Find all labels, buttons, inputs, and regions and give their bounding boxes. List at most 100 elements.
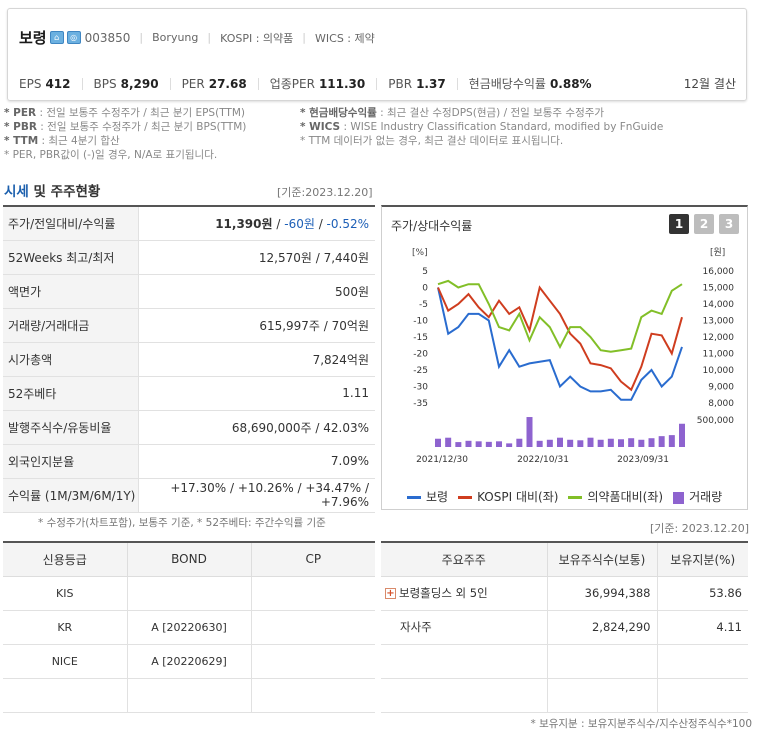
volume-bar <box>567 439 574 447</box>
holders-footnote: * 보유지분 : 보유지분주식수/지수산정주식수*100 <box>530 718 752 730</box>
note-key: * 현금배당수익률 <box>300 107 377 119</box>
price-label: 주가/전일대비/수익률 <box>3 206 139 241</box>
table-row <box>381 678 748 713</box>
note-text: : 최근 결산 수정DPS(현금) / 전일 보통주 수정주가 <box>380 107 605 119</box>
legend-volume[interactable]: 거래량 <box>673 488 722 505</box>
table-row <box>381 644 748 679</box>
metric-dividend-label: 현금배당수익률 <box>468 77 546 91</box>
table-row: 자사주 2,824,290 4.11 <box>381 610 748 645</box>
legend-label: 보령 <box>426 490 449 504</box>
chart-tabs: 1 2 3 <box>669 214 739 234</box>
quote-note: * 수정주가(차트포함), 보통주 기준, * 52주베타: 주간수익률 기준 <box>38 517 326 529</box>
note-key: * TTM <box>4 135 39 147</box>
volume-bar <box>638 439 645 447</box>
left-tick-label: -35 <box>413 399 428 409</box>
row-label: 52주베타 <box>3 376 139 411</box>
table-row: 시가총액 7,824억원 <box>3 342 375 377</box>
row-value: 68,690,000주 / 42.03% <box>138 410 375 445</box>
chart-tab-3[interactable]: 3 <box>719 214 739 234</box>
divider: | <box>302 31 307 44</box>
market-classification: KOSPI : 의약품 <box>220 31 294 45</box>
chart-tab-2[interactable]: 2 <box>694 214 714 234</box>
current-price: 11,390원 <box>215 216 273 231</box>
metric-pbr-value: 1.37 <box>416 76 446 91</box>
holder-name: 보령홀딩스 외 5인 <box>399 586 488 600</box>
volume-bar <box>607 438 614 447</box>
holder-name: 자사주 <box>400 620 432 634</box>
section-title-highlight: 시세 <box>4 184 29 200</box>
right-tick-label: 14,000 <box>703 300 735 310</box>
left-tick-label: -15 <box>413 333 428 343</box>
divider: | <box>139 31 144 44</box>
volume-bar <box>485 441 492 447</box>
holder-pct: 53.86 <box>657 576 748 611</box>
pharma-relative-line <box>437 279 683 353</box>
agency-cell: NICE <box>3 644 128 679</box>
english-name: Boryung <box>152 31 199 44</box>
holder-name-cell: + 보령홀딩스 외 5인 <box>381 576 548 611</box>
divider <box>456 77 458 90</box>
column-header: CP <box>251 542 375 577</box>
legend-kospi[interactable]: KOSPI 대비(좌) <box>458 488 558 505</box>
settlement-month: 12월 결산 <box>683 77 736 91</box>
note-line: * TTM 데이터가 없는 경우, 최근 결산 데이터로 표시됩니다. <box>300 134 663 148</box>
note-line: * TTM : 최근 4분기 합산 <box>4 134 246 148</box>
row-value: 7.09% <box>138 444 375 479</box>
metric-industry-per-value: 111.30 <box>318 76 366 91</box>
return-6m: +34.47% <box>305 481 362 495</box>
row-label: 외국인지분율 <box>3 444 139 479</box>
left-tick-label: -20 <box>413 350 428 360</box>
volume-bar <box>465 440 472 447</box>
row-value: 7,824억원 <box>138 342 375 377</box>
right-tick-label: 9,000 <box>708 383 734 393</box>
major-shareholders-table: 주요주주 보유주식수(보통) 보유지분(%) + 보령홀딩스 외 5인 36,99… <box>381 541 748 713</box>
price-return-chart: [%] [원] 5 16,000 0 15,000 -5 14,000 -10 13,000 -15… <box>412 247 735 465</box>
company-summary-box: 보령 ⌂ ◎ 003850 | Boryung | KOSPI : 의약품 | … <box>7 8 747 101</box>
metric-industry-per-label: 업종PER <box>269 77 315 91</box>
metric-dividend-value: 0.88% <box>549 76 592 91</box>
legend-pharma[interactable]: 의약품대비(좌) <box>568 488 663 505</box>
volume-bar <box>587 437 594 447</box>
wics-classification: WICS : 제약 <box>315 31 375 45</box>
home-icon[interactable]: ⌂ <box>49 31 64 44</box>
left-tick-label: 0 <box>422 284 428 294</box>
volume-bar <box>658 436 665 447</box>
return-1m: +17.30% <box>170 481 227 495</box>
table-row: 52주베타 1.11 <box>3 376 375 411</box>
x-tick-label: 2022/10/31 <box>517 455 569 465</box>
note-line: * PER, PBR값이 (-)일 경우, N/A로 표기됩니다. <box>4 148 246 162</box>
row-value: 1.11 <box>138 376 375 411</box>
holders-asof-date: [기준: 2023.12.20] <box>650 522 750 535</box>
legend-boryung[interactable]: 보령 <box>407 488 448 505</box>
holder-name-cell <box>381 644 548 679</box>
table-row <box>3 678 375 713</box>
right-axis-unit: [원] <box>710 247 725 258</box>
right-tick-label: 16,000 <box>703 267 735 277</box>
expand-plus-icon[interactable]: + <box>385 588 396 599</box>
volume-bar <box>597 439 604 447</box>
volume-bar <box>455 442 462 447</box>
table-row: 주가/전일대비/수익률 11,390원 / -60원 / -0.52% <box>3 206 375 241</box>
report-icon[interactable]: ◎ <box>66 31 81 44</box>
metric-bps-value: 8,290 <box>120 76 159 91</box>
price-cell: 11,390원 / -60원 / -0.52% <box>138 206 375 241</box>
chart-tab-1[interactable]: 1 <box>669 214 689 234</box>
table-row: NICE A [20220629] <box>3 644 375 679</box>
volume-bar <box>496 441 502 447</box>
returns-label: 수익률 (1M/3M/6M/1Y) <box>3 478 139 513</box>
volume-bar <box>516 438 523 447</box>
left-tick-label: 5 <box>422 267 428 277</box>
metric-per-label: PER <box>181 76 205 91</box>
right-tick-label: 11,000 <box>703 350 735 360</box>
chart-panel: 주가/상대수익률 1 2 3 [%] [원] 5 16,000 0 15,000 -5 14,… <box>381 205 748 510</box>
column-header: BOND <box>127 542 252 577</box>
table-row: 거래량/거래대금 615,997주 / 70억원 <box>3 308 375 343</box>
metric-pbr-label: PBR <box>388 76 413 91</box>
table-row: 52Weeks 최고/최저 12,570원 / 7,440원 <box>3 240 375 275</box>
bond-cell <box>127 576 252 611</box>
agency-cell: KIS <box>3 576 128 611</box>
volume-bar <box>618 439 624 447</box>
quote-asof-date: [기준:2023.12.20] <box>277 186 373 199</box>
notes-right: * 현금배당수익률 : 최근 결산 수정DPS(현금) / 전일 보통주 수정주… <box>300 106 663 148</box>
volume-bar <box>526 417 533 447</box>
